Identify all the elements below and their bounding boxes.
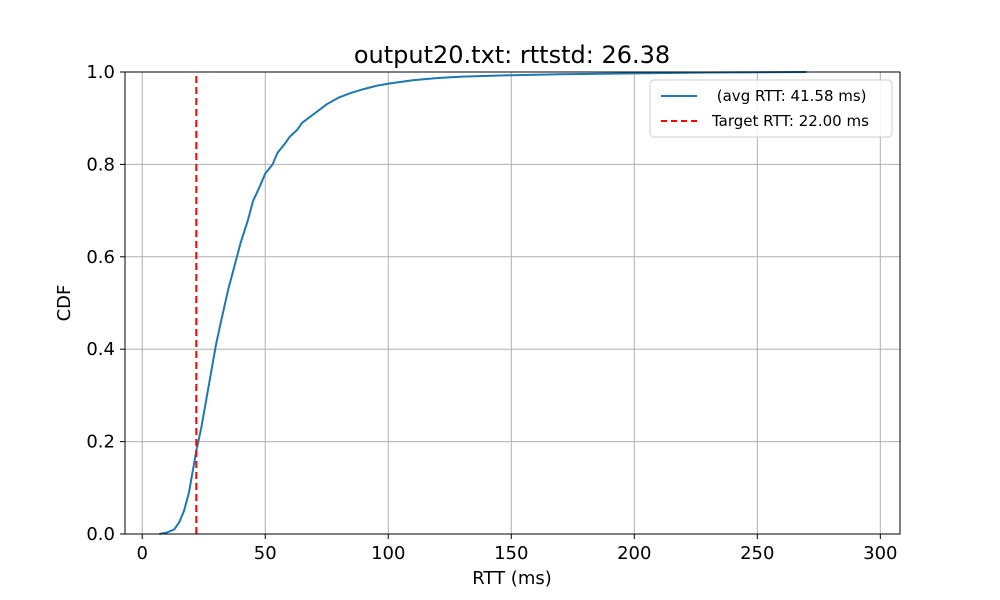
- y-tick-label: 0.4: [86, 339, 115, 360]
- y-tick-label: 1.0: [86, 62, 115, 83]
- plot-lines: [159, 71, 807, 535]
- axis-ticks: 0 50 100 150 200 250 300 0.0 0.2 0.4 0.6 0.8 1.0: [86, 62, 897, 564]
- legend-label-avg-rtt: (avg RTT: 41.58 ms): [712, 87, 867, 105]
- legend: (avg RTT: 41.58 ms) Target RTT: 22.00 ms: [649, 79, 893, 138]
- y-tick-label: 0.6: [86, 247, 115, 268]
- x-tick-label: 0: [136, 543, 147, 564]
- plot-frame: [124, 71, 901, 535]
- legend-box: [649, 79, 893, 138]
- x-tick-label: 150: [494, 543, 528, 564]
- y-tick-label: 0.0: [86, 524, 115, 545]
- cdf-line-avg-rtt: [159, 71, 807, 535]
- x-axis-label: RTT (ms): [472, 568, 552, 589]
- x-tick-label: 50: [254, 543, 277, 564]
- grid: [125, 71, 900, 535]
- y-axis-label: CDF: [54, 285, 75, 322]
- y-tick-label: 0.8: [86, 154, 115, 175]
- chart-title: output20.txt: rttstd: 26.38: [354, 41, 670, 69]
- x-tick-label: 250: [740, 543, 774, 564]
- y-tick-label: 0.2: [86, 432, 115, 453]
- x-tick-label: 200: [617, 543, 651, 564]
- x-tick-label: 300: [863, 543, 897, 564]
- legend-label-target-rtt: Target RTT: 22.00 ms: [711, 112, 869, 130]
- x-tick-label: 100: [371, 543, 405, 564]
